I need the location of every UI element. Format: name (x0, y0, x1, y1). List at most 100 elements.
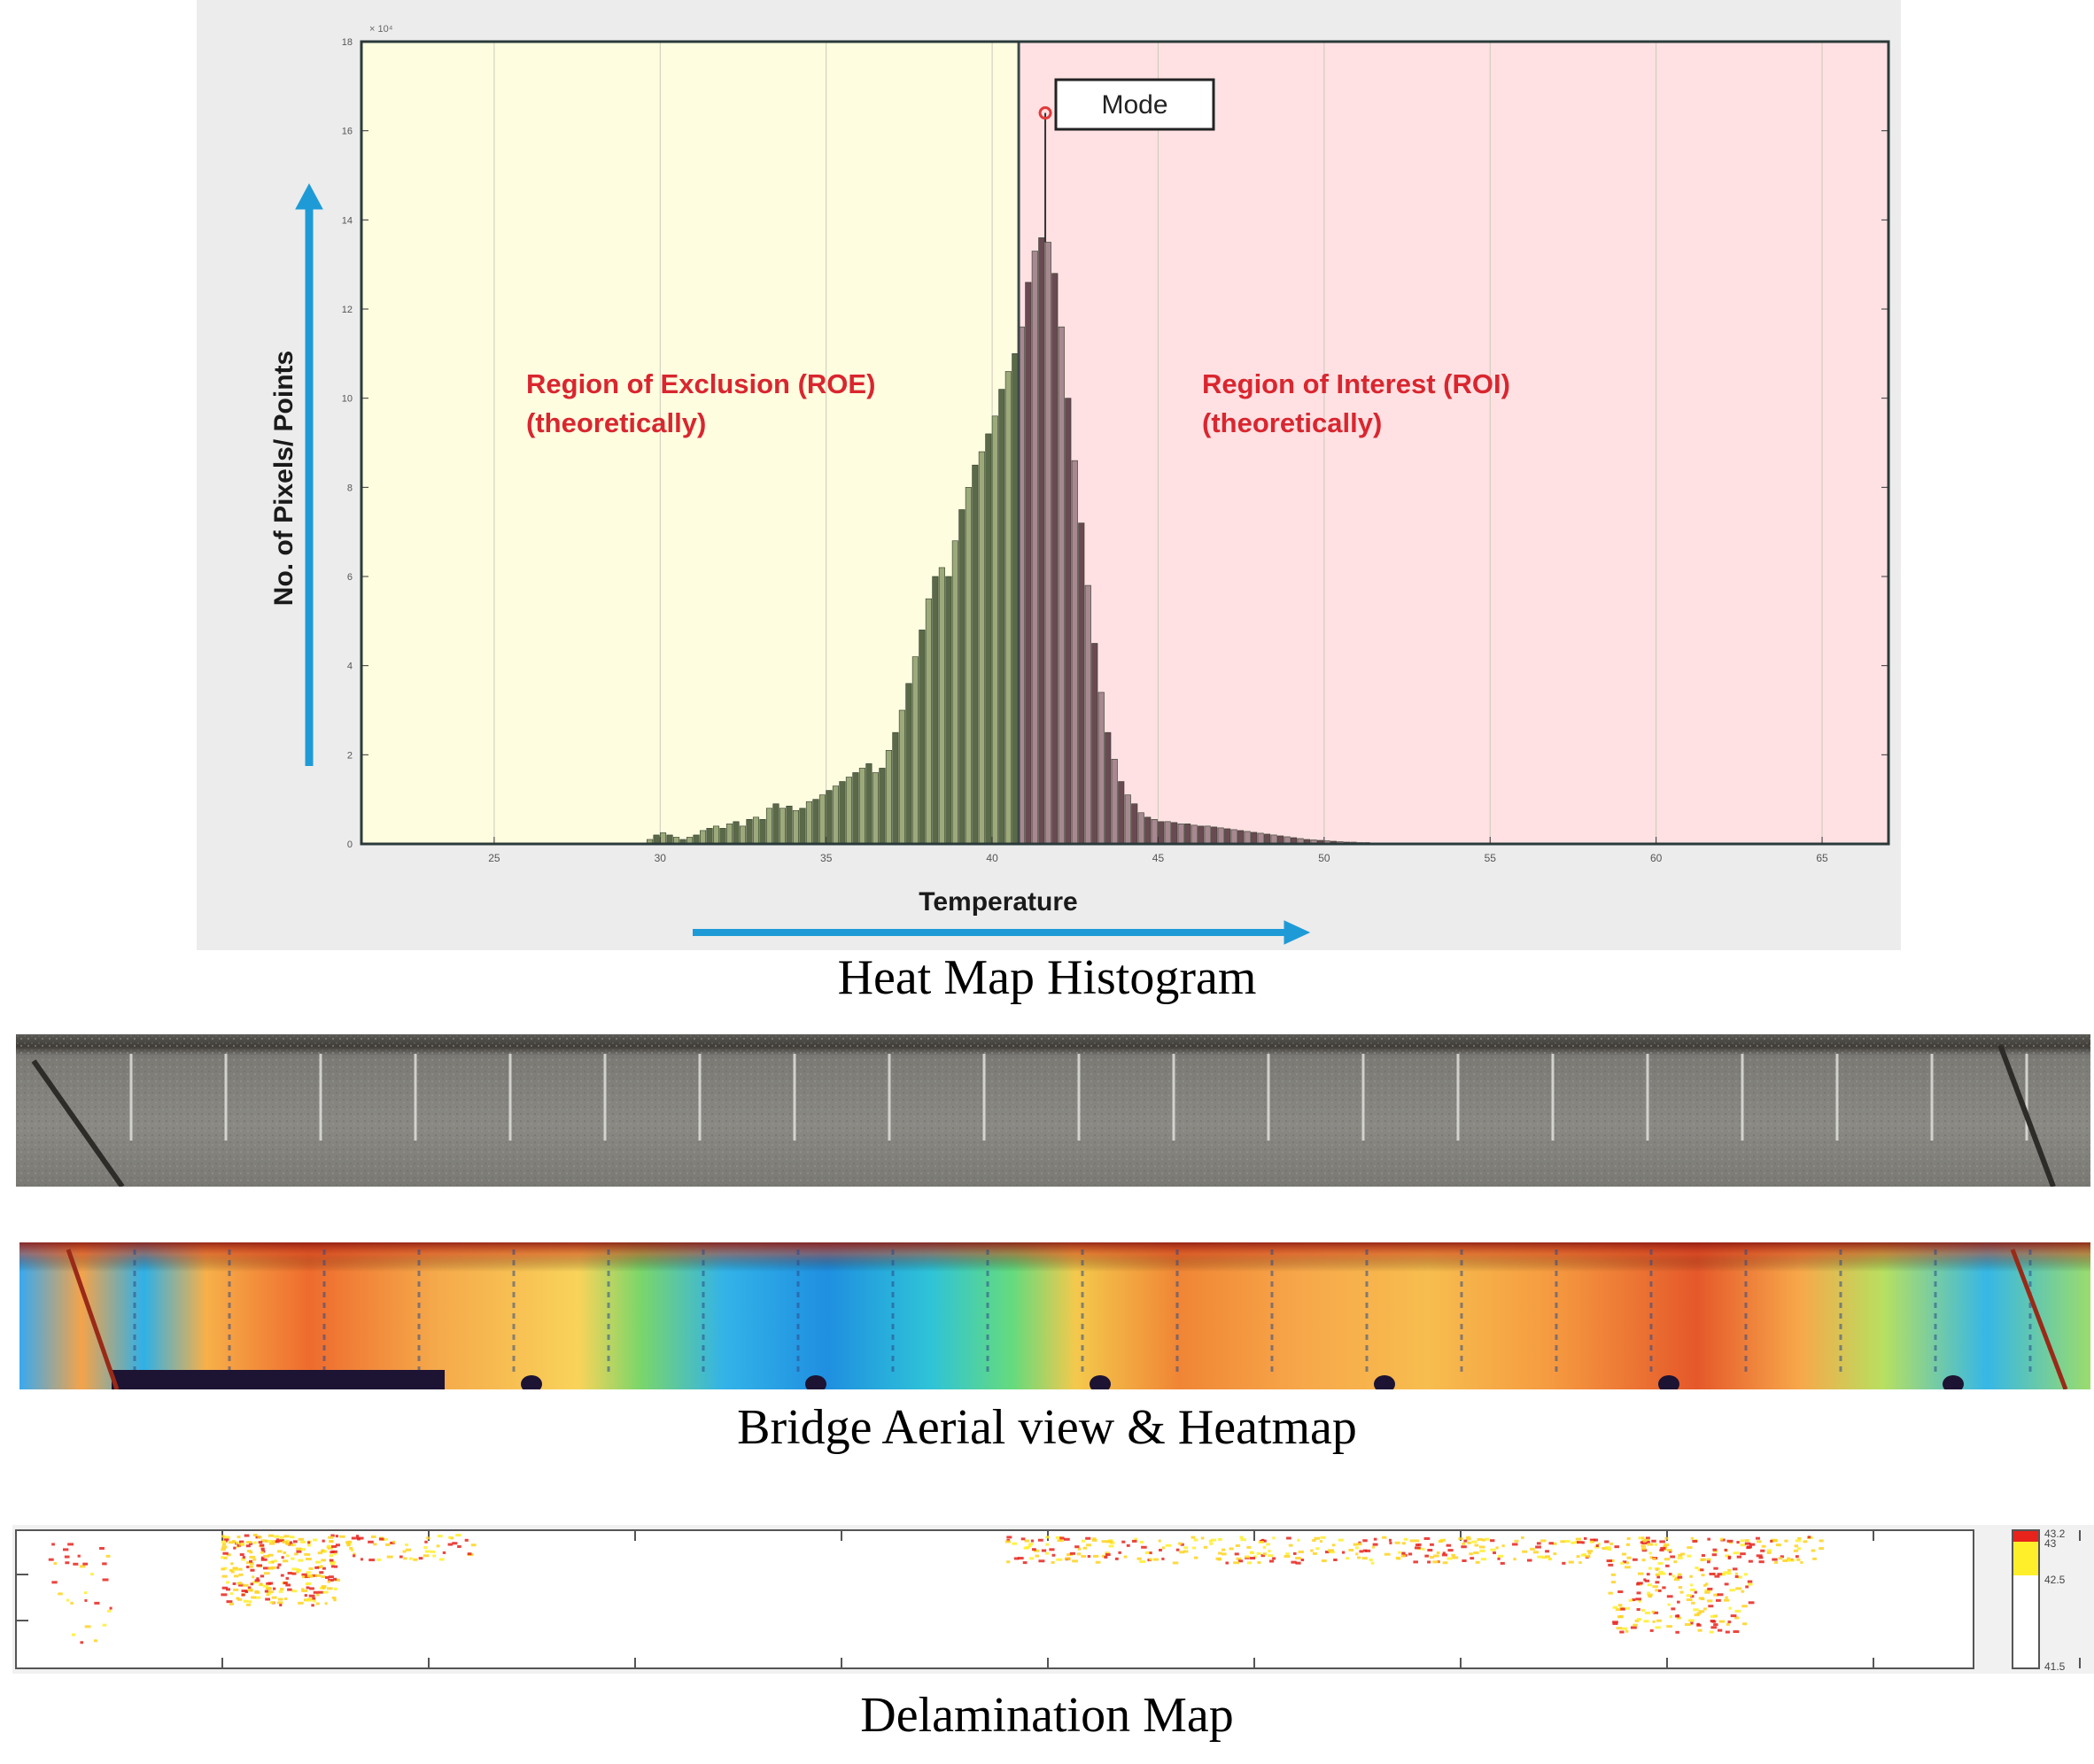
bridge-aerial-photo (16, 1034, 2090, 1188)
delamination-spot (229, 1568, 233, 1572)
delamination-spot (1678, 1586, 1683, 1590)
delamination-spot (1734, 1574, 1739, 1578)
delamination-spot (276, 1550, 283, 1553)
delamination-spot (221, 1540, 227, 1544)
delamination-spot (328, 1536, 334, 1539)
delamination-spot (1697, 1629, 1702, 1632)
delamination-spot (1473, 1551, 1479, 1555)
delamination-spot (360, 1558, 363, 1561)
delamination-spot (1037, 1538, 1043, 1542)
delamination-spot (1647, 1543, 1654, 1546)
delamination-spot (339, 1535, 345, 1538)
histogram-bar (818, 794, 826, 845)
delamination-spot (1819, 1547, 1825, 1551)
delamination-spot (1373, 1537, 1377, 1541)
delamination-spot (1710, 1614, 1716, 1618)
delamination-spot (1575, 1537, 1581, 1541)
delamination-spot (1604, 1546, 1611, 1550)
delamination-spot (1687, 1546, 1693, 1550)
delamination-spot (277, 1598, 283, 1601)
histogram-bar (1091, 643, 1098, 845)
delamination-spot (263, 1554, 269, 1558)
delamination-spot (1408, 1552, 1413, 1556)
delamination-spot (1497, 1557, 1501, 1560)
delamination-spot (1675, 1576, 1679, 1580)
delamination-spot (253, 1541, 257, 1544)
delamination-spot (230, 1562, 234, 1566)
delamination-spot (333, 1598, 337, 1602)
y-tick-label: 0 (347, 839, 353, 850)
delamination-spot (1104, 1555, 1108, 1559)
delamination-spot (321, 1574, 326, 1578)
delamination-spot (1272, 1557, 1276, 1560)
delamination-spot (233, 1588, 239, 1591)
delamination-spot (1430, 1556, 1435, 1559)
delamination-spot (438, 1535, 443, 1538)
delamination-spot (1463, 1539, 1468, 1543)
delamination-spot (1034, 1549, 1040, 1552)
delamination-spot (1620, 1561, 1625, 1565)
delamination-spot (1588, 1551, 1592, 1555)
delamination-spot (1648, 1567, 1652, 1570)
delamination-spot (1636, 1591, 1641, 1595)
delamination-spot (1648, 1595, 1652, 1598)
delamination-spot (1612, 1605, 1618, 1609)
delamination-spot (1800, 1560, 1803, 1564)
delamination-spot (1159, 1548, 1162, 1551)
delamination-spot (1756, 1554, 1763, 1558)
delamination-spot (449, 1536, 454, 1540)
delamination-spot (381, 1537, 388, 1541)
delamination-spot (1030, 1539, 1035, 1543)
delamination-spot (1123, 1555, 1128, 1559)
delamination-spot (324, 1602, 328, 1605)
histogram-bar (719, 828, 726, 845)
delamination-spot (235, 1541, 239, 1544)
delamination-spot (1737, 1575, 1742, 1579)
delamination-spot (1772, 1558, 1778, 1561)
delamination-spot (1704, 1589, 1711, 1592)
delamination-spot (1766, 1549, 1772, 1552)
delamination-spot (315, 1593, 320, 1597)
bridge-heatmap (19, 1242, 2090, 1393)
delamination-spot (248, 1600, 252, 1604)
delamination-spot (313, 1538, 317, 1542)
delamination-spot (1183, 1546, 1189, 1550)
delamination-spot (1677, 1575, 1683, 1579)
histogram-bar (812, 799, 819, 845)
delamination-spot (1641, 1549, 1648, 1552)
delamination-spot (368, 1540, 374, 1544)
delamination-spot (1690, 1621, 1694, 1625)
delamination-spot (1617, 1615, 1624, 1619)
delamination-spot (1285, 1552, 1290, 1556)
delamination-spot (345, 1541, 351, 1544)
histogram-bar (919, 630, 926, 845)
heat-dark-spot (521, 1375, 542, 1393)
delamination-spot (271, 1596, 277, 1599)
delamination-spot (280, 1588, 284, 1591)
delamination-spot (1636, 1582, 1643, 1585)
delamination-spot (1676, 1616, 1681, 1620)
delamination-spot (1648, 1551, 1652, 1555)
delamination-spot (1795, 1555, 1799, 1559)
histogram-bar (1078, 522, 1085, 845)
delamination-spot (1284, 1555, 1291, 1559)
delamination-spot (1369, 1558, 1373, 1561)
delamination-spot (1300, 1559, 1305, 1562)
delamination-spot (250, 1565, 253, 1568)
delamination-spot (1770, 1539, 1773, 1543)
delamination-spot (352, 1554, 356, 1558)
histogram-bar (693, 834, 700, 845)
delamination-spot (1178, 1542, 1183, 1545)
delamination-spot (1758, 1560, 1764, 1564)
delamination-spot (1092, 1537, 1097, 1541)
axes-frame (360, 40, 1890, 846)
delamination-spot (105, 1554, 111, 1558)
x-tick-label: 40 (986, 852, 998, 864)
delamination-spot (320, 1565, 323, 1568)
delamination-spot (1060, 1539, 1064, 1543)
delamination-spot (312, 1574, 317, 1577)
delamination-spot (269, 1601, 275, 1605)
delamination-spot (290, 1536, 295, 1539)
histogram-bar (1071, 460, 1078, 845)
delamination-spot (237, 1582, 243, 1585)
